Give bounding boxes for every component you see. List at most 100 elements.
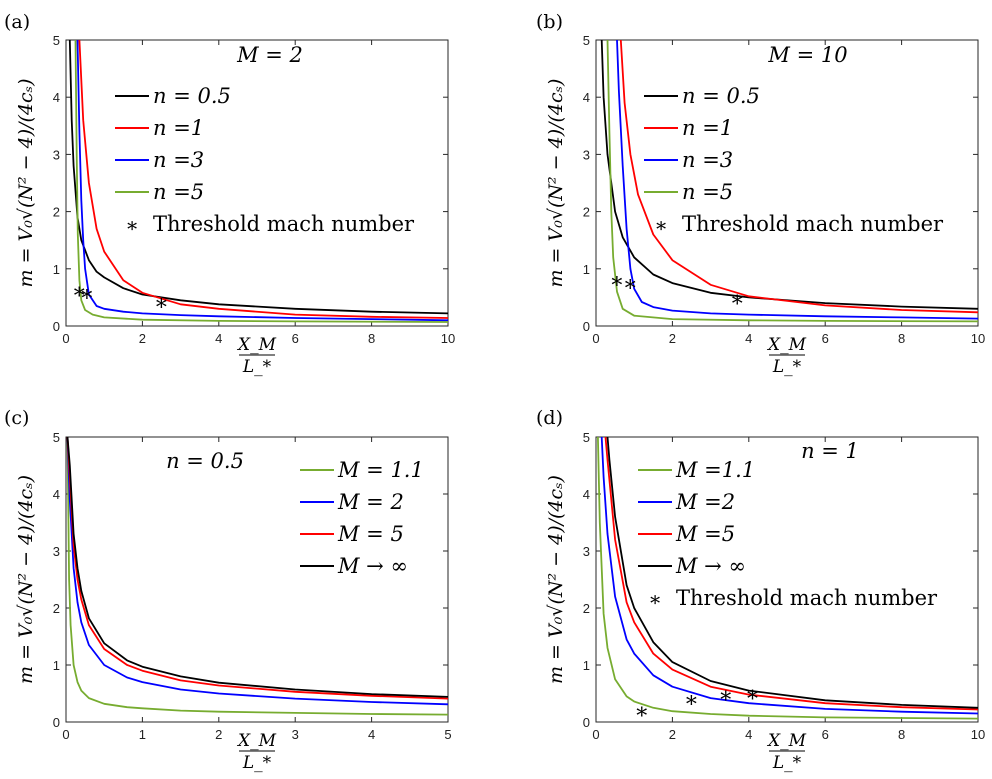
x-axis-label: X_ML_* — [236, 335, 277, 377]
x-axis-label-denominator: L_* — [772, 753, 802, 773]
y-tick-label: 5 — [583, 33, 590, 48]
x-axis-label-denominator: L_* — [242, 357, 272, 377]
x-axis-label: X_ML_* — [766, 731, 807, 773]
x-axis-label-numerator: X_M — [236, 731, 277, 751]
legend: n = 0.5 n =1 n =3 n =5 ∗ Threshold mach numbe… — [644, 84, 944, 237]
y-tick-label: 1 — [53, 262, 60, 277]
threshold-marker: ∗ — [623, 272, 638, 297]
y-tick-label: 3 — [53, 147, 60, 162]
panel-label: (a) — [4, 11, 30, 33]
x-tick-label: 6 — [822, 331, 829, 346]
legend-label: M = 1.1 — [337, 458, 424, 482]
y-tick-label: 3 — [583, 147, 590, 162]
y-axis-label: m = V₀√(N² − 4)/(4cₛ) — [545, 475, 567, 684]
series-line-1 — [600, 437, 978, 715]
x-tick-label: 3 — [292, 727, 299, 742]
y-tick-label: 0 — [583, 319, 590, 334]
axes-box — [65, 39, 449, 327]
series-line-0 — [597, 437, 978, 720]
y-tick-label: 1 — [583, 262, 590, 277]
series-line-1 — [78, 40, 448, 319]
series-line-3 — [606, 40, 978, 323]
y-tick-label: 0 — [53, 319, 60, 334]
legend: n = 0.5 n =1 n =3 n =5 ∗ Threshold mach numbe… — [115, 84, 415, 237]
threshold-marker: ∗ — [684, 688, 699, 713]
y-tick-label: 5 — [53, 430, 60, 445]
x-tick-label: 8 — [368, 331, 375, 346]
x-tick-label: 4 — [745, 727, 752, 742]
x-axis-label: X_ML_* — [766, 335, 807, 377]
x-axis-label-denominator: L_* — [242, 753, 272, 773]
series-line-0 — [600, 40, 978, 310]
legend-marker: ∗ — [654, 213, 668, 237]
legend-label: n =3 — [153, 148, 204, 172]
panel-label: (c) — [4, 407, 29, 429]
legend-label: Threshold mach number — [153, 212, 415, 236]
series-line-3 — [74, 40, 448, 323]
x-tick-label: 8 — [898, 727, 905, 742]
series-line-0 — [68, 40, 448, 315]
x-tick-label: 5 — [444, 727, 451, 742]
legend-label: Threshold mach number — [682, 212, 944, 236]
y-tick-label: 2 — [583, 205, 590, 220]
legend: M =1.1 M =2 M =5 M → ∞ ∗ Threshold mach numbe… — [638, 458, 938, 611]
threshold-marker: ∗ — [745, 683, 760, 708]
panel-annotation: M = 10 — [767, 43, 847, 67]
panel-annotation: n = 0.5 — [166, 449, 244, 473]
axes-box — [595, 39, 979, 327]
y-tick-label: 5 — [53, 33, 60, 48]
threshold-marker: ∗ — [730, 288, 745, 313]
x-tick-label: 10 — [441, 331, 455, 346]
x-tick-label: 4 — [215, 331, 222, 346]
x-tick-label: 6 — [292, 331, 299, 346]
legend-label: n =5 — [682, 180, 733, 204]
threshold-marker: ∗ — [610, 269, 625, 294]
panel-annotation: M = 2 — [236, 43, 303, 67]
threshold-marker: ∗ — [718, 684, 733, 709]
x-tick-label: 4 — [368, 727, 375, 742]
threshold-marker: ∗ — [154, 291, 169, 316]
x-tick-label: 0 — [592, 331, 599, 346]
panel-annotation: n = 1 — [801, 439, 859, 463]
x-tick-label: 0 — [62, 727, 69, 742]
y-tick-label: 4 — [53, 90, 60, 105]
legend-label: Threshold mach number — [676, 586, 938, 610]
legend-label: M = 5 — [337, 522, 404, 546]
threshold-marker: ∗ — [80, 282, 95, 307]
y-axis-label: m = V₀√(N² − 4)/(4cₛ) — [15, 475, 37, 684]
x-tick-label: 0 — [62, 331, 69, 346]
x-tick-label: 6 — [822, 727, 829, 742]
series-line-2 — [604, 437, 978, 711]
x-tick-label: 4 — [745, 331, 752, 346]
y-tick-label: 4 — [583, 90, 590, 105]
y-tick-label: 5 — [583, 430, 590, 445]
x-axis-label-denominator: L_* — [772, 357, 802, 377]
legend-label: M → ∞ — [675, 554, 746, 578]
y-tick-label: 2 — [53, 205, 60, 220]
x-axis-label-numerator: X_M — [766, 731, 807, 751]
x-tick-label: 0 — [592, 727, 599, 742]
legend: M = 1.1 M = 2 M = 5 M → ∞ — [300, 458, 424, 578]
series-group — [600, 40, 978, 323]
threshold-marker: ∗ — [72, 280, 87, 305]
x-tick-label: 10 — [971, 331, 985, 346]
series-line-1 — [66, 437, 448, 706]
panel-label: (d) — [536, 407, 563, 429]
series-line-0 — [66, 437, 448, 716]
x-tick-label: 2 — [669, 727, 676, 742]
series-line-2 — [66, 437, 448, 700]
x-tick-label: 8 — [898, 331, 905, 346]
y-tick-label: 2 — [583, 601, 590, 616]
legend-label: n =1 — [682, 116, 733, 140]
series-line-3 — [606, 437, 978, 709]
series-line-2 — [76, 40, 448, 322]
y-tick-label: 0 — [53, 715, 60, 730]
x-tick-label: 2 — [215, 727, 222, 742]
y-tick-label: 1 — [53, 658, 60, 673]
y-axis-label: m = V₀√(N² − 4)/(4cₛ) — [545, 79, 567, 288]
x-axis-label-numerator: X_M — [236, 335, 277, 355]
